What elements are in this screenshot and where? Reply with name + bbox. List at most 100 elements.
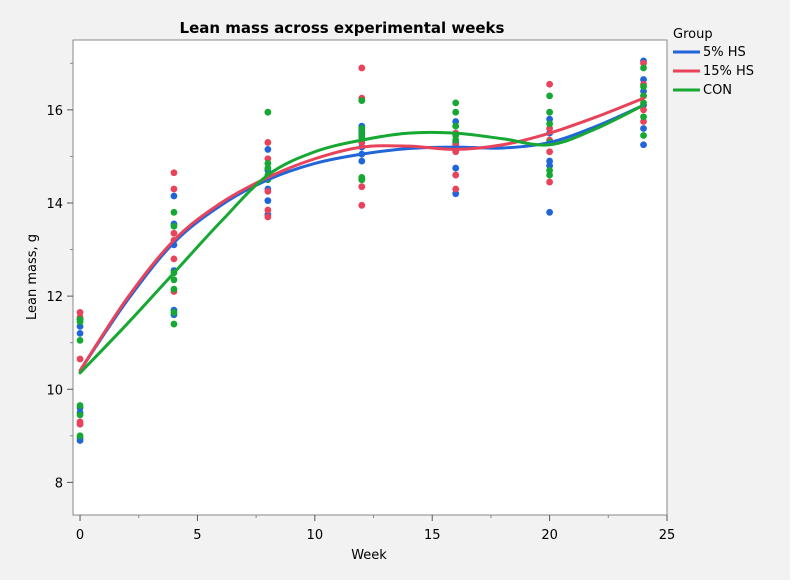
chart-title: Lean mass across experimental weeks bbox=[180, 19, 505, 37]
data-point bbox=[452, 185, 460, 193]
data-point bbox=[452, 164, 460, 172]
data-point bbox=[76, 309, 84, 316]
data-point bbox=[546, 178, 554, 186]
data-point bbox=[640, 106, 647, 114]
y-tick-label: 16 bbox=[46, 104, 63, 119]
legend: Group 5% HS 15% HS CON bbox=[673, 27, 754, 98]
data-point bbox=[358, 129, 366, 137]
data-point bbox=[358, 201, 366, 209]
data-point bbox=[264, 108, 272, 116]
data-point bbox=[170, 185, 178, 193]
y-tick-label: 14 bbox=[46, 197, 63, 212]
data-point bbox=[358, 125, 366, 132]
data-point bbox=[264, 187, 272, 195]
fit-line-5-hs bbox=[78, 103, 646, 373]
data-point bbox=[76, 432, 84, 440]
data-point bbox=[170, 285, 178, 293]
plot-area bbox=[72, 39, 668, 516]
data-point bbox=[170, 192, 178, 200]
legend-title: Group bbox=[673, 27, 713, 42]
data-point bbox=[170, 320, 178, 328]
data-point bbox=[640, 118, 647, 125]
fit-line-con bbox=[78, 103, 646, 375]
data-point bbox=[452, 122, 460, 130]
data-point bbox=[546, 115, 554, 123]
y-tick-label: 12 bbox=[46, 290, 63, 305]
data-point bbox=[76, 437, 84, 444]
data-point bbox=[76, 318, 84, 326]
data-point bbox=[640, 132, 647, 139]
data-point bbox=[358, 157, 366, 165]
data-point bbox=[640, 141, 647, 149]
data-point bbox=[76, 411, 84, 419]
data-point bbox=[640, 125, 647, 132]
data-point bbox=[452, 136, 460, 144]
data-point bbox=[76, 322, 84, 330]
data-point bbox=[640, 59, 647, 67]
data-point bbox=[264, 139, 272, 146]
data-point bbox=[264, 164, 272, 172]
x-tick-label: 5 bbox=[193, 528, 201, 543]
data-point bbox=[452, 190, 460, 198]
fit-lines bbox=[78, 96, 646, 375]
data-point bbox=[76, 329, 84, 337]
legend-label: 5% HS bbox=[703, 45, 746, 60]
data-point bbox=[546, 125, 554, 132]
data-point bbox=[452, 108, 460, 116]
data-point bbox=[264, 206, 272, 214]
data-point bbox=[640, 76, 647, 83]
data-point bbox=[170, 208, 178, 216]
data-point bbox=[264, 146, 272, 153]
data-point bbox=[264, 160, 272, 167]
y-tick-label: 8 bbox=[55, 476, 63, 491]
data-point bbox=[546, 157, 554, 165]
data-point bbox=[170, 255, 178, 263]
x-axis: 0 5 10 15 20 25 bbox=[76, 515, 675, 543]
data-point bbox=[170, 169, 178, 177]
data-point bbox=[264, 155, 272, 163]
data-point bbox=[546, 92, 554, 100]
data-point bbox=[170, 222, 178, 230]
data-point bbox=[76, 402, 84, 409]
data-point bbox=[546, 208, 554, 216]
y-tick-label: 10 bbox=[46, 383, 63, 398]
x-axis-title: Week bbox=[351, 548, 387, 563]
data-point bbox=[546, 166, 554, 174]
data-point bbox=[640, 113, 647, 121]
data-point bbox=[358, 64, 366, 72]
data-point bbox=[546, 148, 554, 156]
data-point bbox=[170, 276, 178, 284]
data-point bbox=[358, 183, 366, 191]
data-point bbox=[170, 229, 178, 237]
data-point bbox=[640, 64, 647, 72]
data-point bbox=[358, 176, 366, 184]
data-point bbox=[452, 99, 460, 107]
data-point bbox=[264, 197, 272, 205]
data-point bbox=[76, 336, 84, 344]
y-axis-title: Lean mass, g bbox=[25, 234, 40, 320]
x-tick-label: 20 bbox=[541, 528, 558, 543]
y-axis: 8 10 12 14 16 bbox=[46, 62, 73, 491]
data-point bbox=[264, 213, 272, 221]
data-point bbox=[640, 83, 647, 90]
x-tick-label: 10 bbox=[307, 528, 324, 543]
data-point bbox=[358, 97, 366, 104]
data-point bbox=[640, 87, 647, 95]
legend-label: CON bbox=[703, 83, 732, 98]
x-tick-label: 0 bbox=[76, 528, 84, 543]
data-point bbox=[546, 171, 554, 179]
x-tick-label: 25 bbox=[659, 528, 676, 543]
data-point bbox=[76, 355, 84, 363]
data-point bbox=[76, 420, 84, 428]
legend-label: 15% HS bbox=[703, 64, 754, 79]
data-point bbox=[546, 108, 554, 116]
data-point bbox=[546, 80, 554, 88]
data-point bbox=[452, 118, 460, 125]
x-tick-label: 15 bbox=[424, 528, 441, 543]
data-point bbox=[546, 120, 554, 128]
fit-line-15-hs bbox=[78, 96, 646, 373]
data-point bbox=[170, 309, 178, 316]
data-point bbox=[452, 171, 460, 179]
data-point bbox=[546, 162, 554, 170]
